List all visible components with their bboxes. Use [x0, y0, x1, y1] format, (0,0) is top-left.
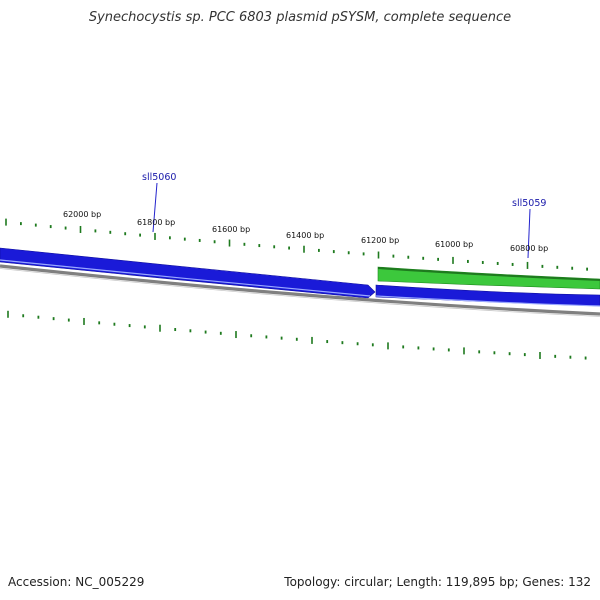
tick-label-61400: 61400 bp	[286, 231, 324, 240]
tick-label-61200: 61200 bp	[361, 236, 399, 245]
gene-label-sll5059[interactable]: sll5059	[512, 198, 546, 209]
gene-arrow-sll5059-highlight	[375, 295, 600, 307]
tick-label-61800: 61800 bp	[137, 218, 175, 227]
tick-label-61600: 61600 bp	[212, 225, 250, 234]
outer-tick-ring	[5, 218, 588, 271]
plasmid-backbone-shadow	[0, 268, 600, 317]
gene-arrow-sll5060-highlight	[0, 259, 371, 297]
summary-label: Topology: circular; Length: 119,895 bp; …	[284, 575, 591, 589]
inner-tick-ring	[7, 310, 587, 360]
map-title: Synechocystis sp. PCC 6803 plasmid pSYSM…	[88, 10, 512, 25]
tick-label-61000: 61000 bp	[435, 240, 473, 249]
gene-label-sll5060[interactable]: sll5060	[142, 172, 176, 183]
tick-label-60800: 60800 bp	[510, 244, 548, 253]
plasmid-backbone	[0, 264, 600, 316]
accession-label: Accession: NC_005229	[8, 575, 145, 589]
reverse-strand-feature-edge	[377, 267, 600, 281]
label-leader-sll5059	[527, 208, 531, 259]
tick-label-62000: 62000 bp	[63, 210, 101, 219]
gene-arrow-sll5060[interactable]	[0, 247, 376, 299]
label-leader-sll5060	[152, 182, 158, 233]
